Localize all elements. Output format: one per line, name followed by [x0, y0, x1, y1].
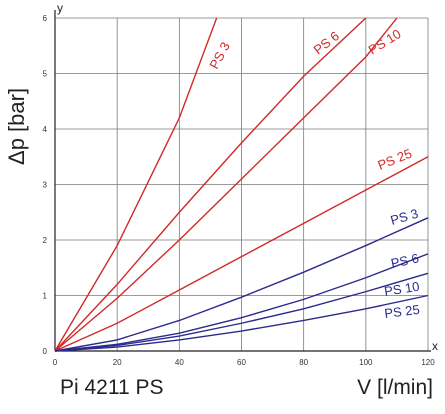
series-line [54, 17, 367, 352]
series-lines [54, 17, 429, 352]
series-line [54, 253, 429, 352]
series-name-label: PS 6 [390, 250, 421, 271]
y-tick-label: 0 [43, 347, 48, 356]
chart-grid [54, 17, 429, 352]
series-line [54, 17, 398, 352]
series-name-label: PS 6 [311, 28, 342, 57]
x-tick-label: 40 [175, 358, 184, 367]
y-tick-label: 1 [43, 292, 48, 301]
x-axis-label: V [l/min] [357, 376, 433, 399]
y-tick-label: 6 [43, 14, 48, 23]
series-line [54, 217, 429, 352]
series-name-label: PS 25 [376, 146, 414, 173]
y-tick-label: 2 [43, 236, 48, 245]
series-labels: PS 3 PS 6 PS 10 PS 25 PS 3 PS 6 PS 10 PS 25 [206, 26, 420, 321]
series-line [54, 17, 218, 352]
series-name-label: PS 10 [366, 26, 404, 57]
x-tick-label: 0 [53, 358, 58, 367]
x-tick-label: 80 [299, 358, 308, 367]
x-tick-label: 100 [359, 358, 373, 367]
series-name-label: PS 3 [206, 39, 232, 71]
series-line [54, 294, 429, 352]
x-tick-label: 120 [421, 358, 435, 367]
series-name-label: PS 25 [384, 302, 421, 321]
series-name-label: PS 10 [383, 279, 420, 299]
series-name-label: PS 3 [389, 206, 420, 228]
y-axis-letter: y [57, 1, 63, 15]
chart-title: Pi 4211 PS [60, 376, 164, 399]
x-axis-letter: x [432, 339, 438, 353]
x-tick-label: 60 [237, 358, 246, 367]
series-line [54, 272, 429, 352]
series-line [54, 156, 429, 352]
tick-labels: 0 20 40 60 80 100 120 0 1 2 3 4 5 6 [43, 14, 436, 367]
y-tick-label: 5 [43, 70, 48, 79]
y-axis-label: Δp [bar] [4, 87, 29, 165]
chart-axes [54, 10, 431, 352]
y-tick-label: 4 [43, 125, 48, 134]
x-tick-label: 20 [113, 358, 122, 367]
y-tick-label: 3 [43, 181, 48, 190]
